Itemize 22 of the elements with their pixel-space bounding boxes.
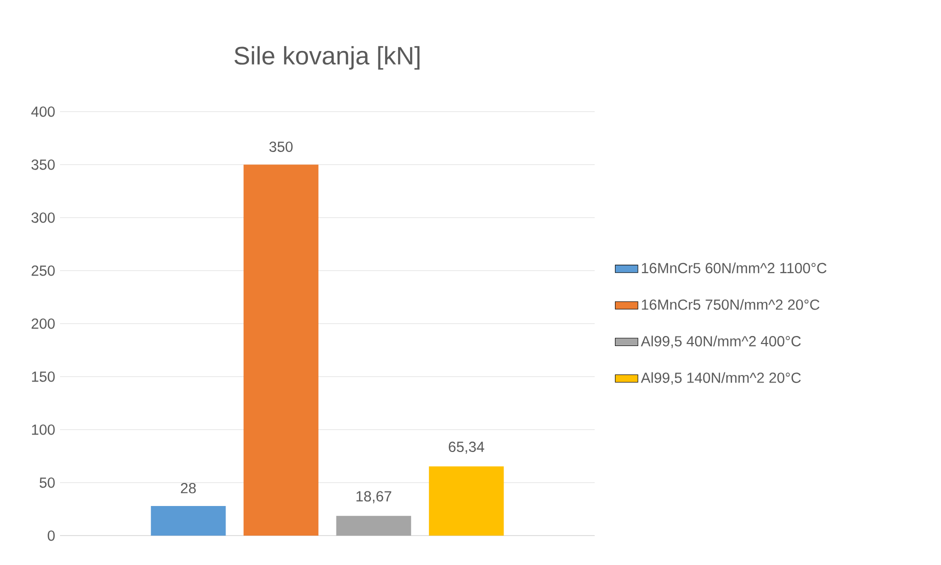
data-label: 65,34 bbox=[448, 442, 484, 454]
data-label: 28 bbox=[180, 482, 196, 494]
y-tick-label: 300 bbox=[31, 212, 55, 223]
y-tick-label: 250 bbox=[32, 266, 55, 276]
legend-label: 16MnCr5 60N/mm^2 1100°C bbox=[642, 262, 826, 274]
y-tick-label: 200 bbox=[32, 318, 55, 329]
legend-label: Al99,5 140N/mm^2 20°C bbox=[640, 372, 801, 385]
y-tick-label: 0 bbox=[48, 530, 55, 541]
bar bbox=[150, 506, 226, 536]
legend-label: Al99,5 40N/mm^2 400°C bbox=[640, 336, 801, 348]
y-tick-label: 150 bbox=[32, 372, 55, 382]
data-label: 18,67 bbox=[356, 491, 392, 504]
bar bbox=[336, 516, 412, 536]
y-tick-label: 50 bbox=[40, 478, 55, 488]
y-tick-label: 350 bbox=[31, 160, 55, 170]
bar bbox=[244, 164, 318, 536]
y-tick-label: 100 bbox=[32, 424, 55, 435]
legend-label: 16MnCr5 750N/mm^2 20°C bbox=[642, 299, 820, 310]
data-label: 350 bbox=[269, 142, 293, 152]
chart-title: Sile kovanja [kN] bbox=[234, 46, 420, 70]
y-tick-label: 400 bbox=[31, 106, 55, 117]
bar bbox=[428, 466, 504, 536]
